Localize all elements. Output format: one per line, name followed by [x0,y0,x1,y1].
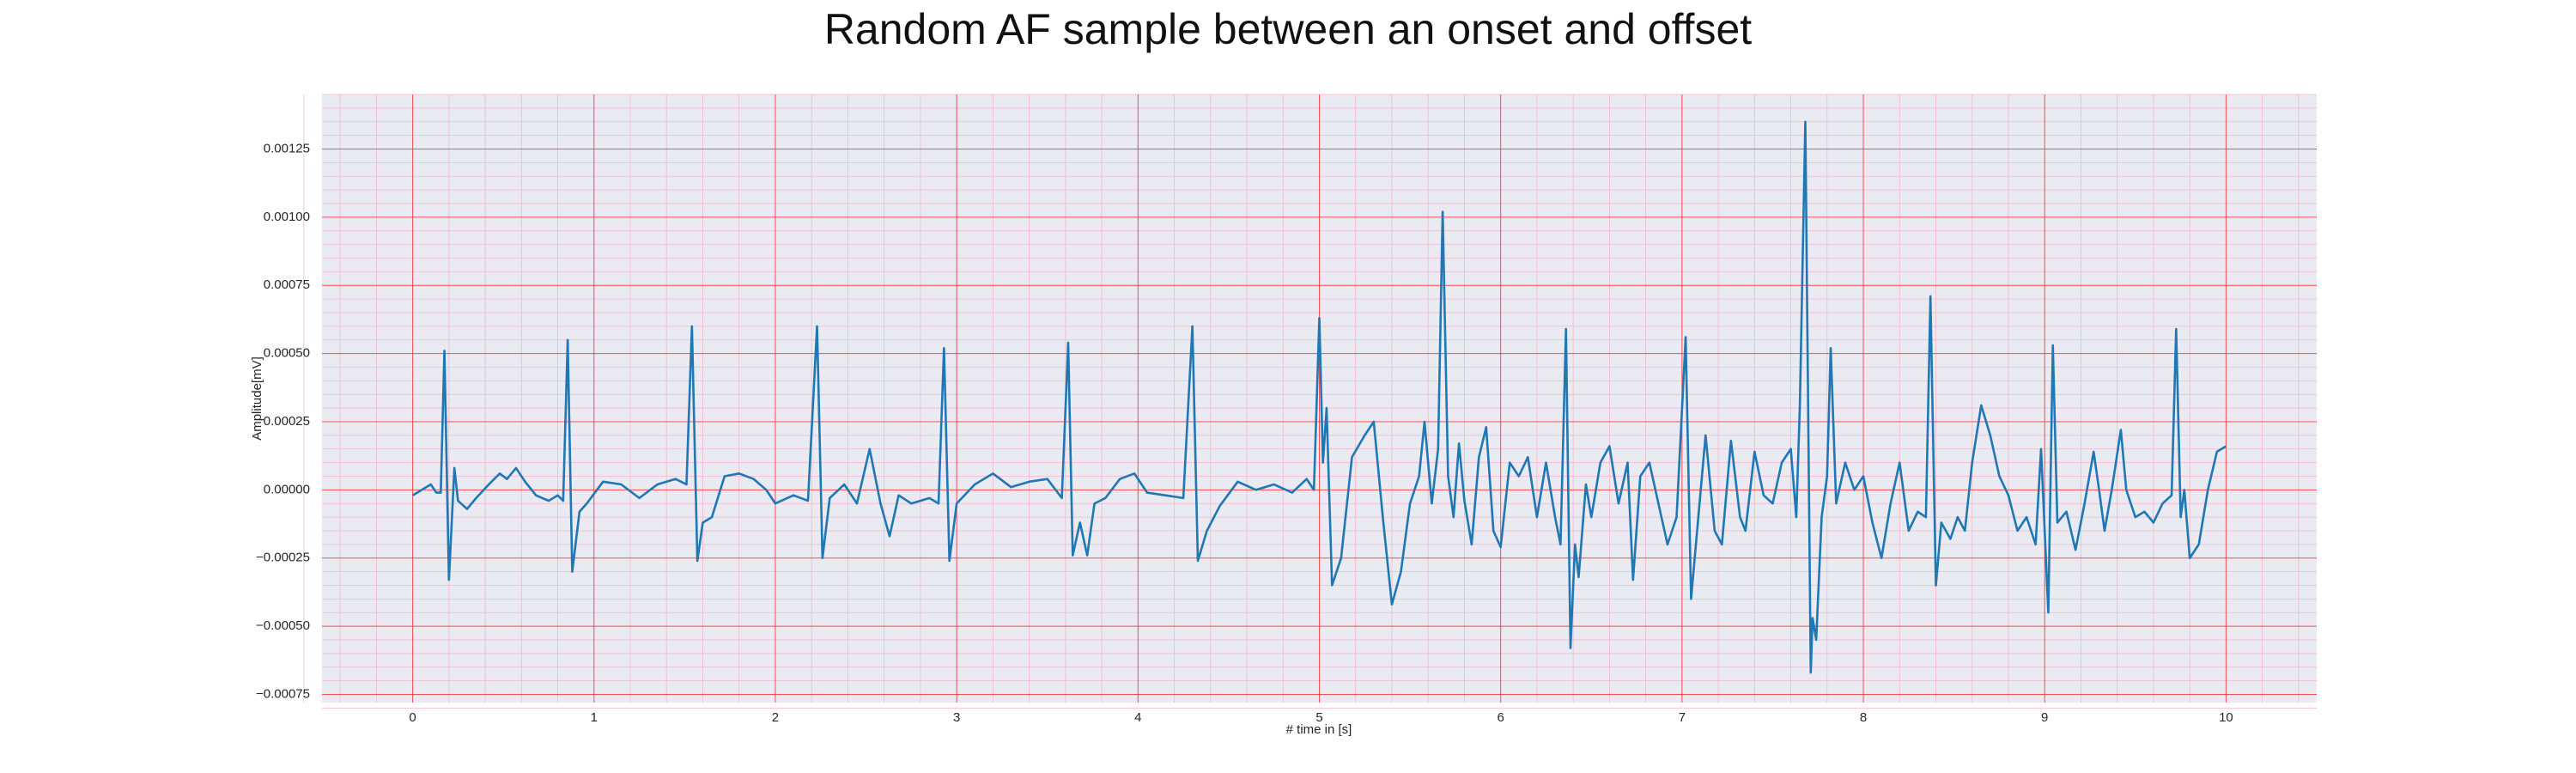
x-tick-label: 1 [591,710,598,725]
y-tick-label: 0.00050 [264,346,310,361]
x-tick-label: 2 [772,710,779,725]
x-tick-label: 8 [1860,710,1867,725]
x-tick-label: 9 [2041,710,2048,725]
x-tick-label: 7 [1679,710,1686,725]
x-axis-label: # time in [s] [1286,722,1352,737]
chart-title: Random AF sample between an onset and of… [824,5,1752,53]
y-axis-label: Amplitude[mV] [250,356,264,441]
y-tick-label: 0.00125 [264,141,310,155]
y-tick-label: −0.00050 [256,618,310,633]
x-tick-label: 6 [1498,710,1504,725]
y-tick-label: −0.00025 [256,551,310,565]
line-series [411,120,2227,674]
x-tick-label: 5 [1315,710,1322,725]
y-tick-label: −0.00075 [256,686,310,701]
x-tick-label: 3 [953,710,960,725]
y-tick-label: 0.00025 [264,414,310,429]
y-tick-label: 0.00075 [264,277,310,292]
x-tick-label: 10 [2219,710,2233,725]
y-tick-label: 0.00000 [264,482,310,496]
x-tick-label: 0 [409,710,416,725]
x-tick-label: 4 [1134,710,1141,725]
y-tick-label: 0.00100 [264,210,310,224]
